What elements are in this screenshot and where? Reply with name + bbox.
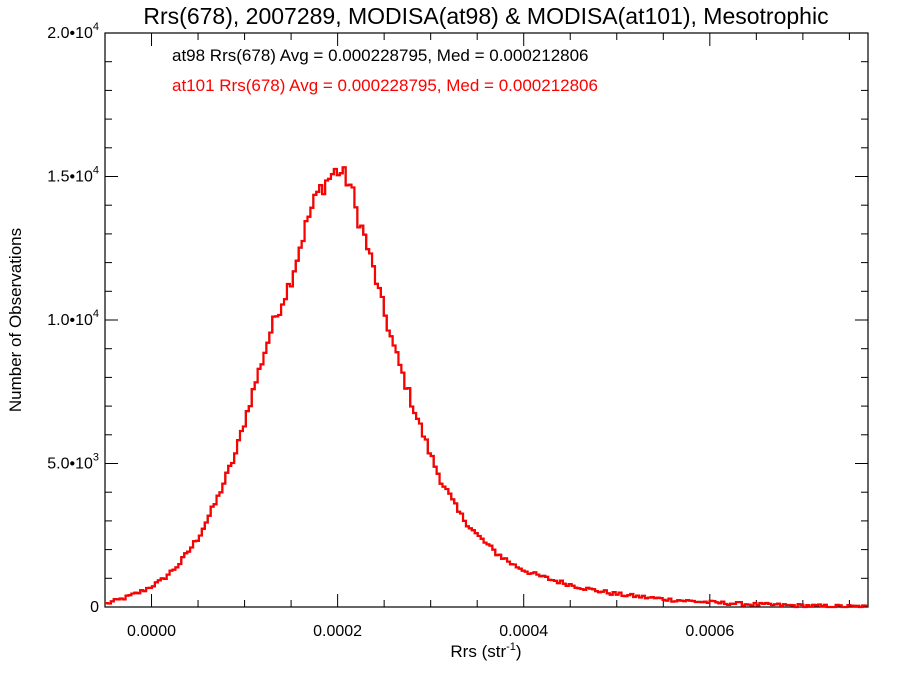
y-tick-mantissa: 2.0•10 [47,25,93,42]
x-tick-label: 0.0006 [685,623,734,640]
x-axis-label: Rrs (str-1) [450,641,521,661]
y-axis-label: Number of Observations [6,228,25,412]
x-tick-label: 0.0000 [127,623,176,640]
y-tick-label: 5.0•103 [47,452,99,473]
y-tick-exponent: 3 [93,452,99,464]
x-tick-label: 0.0002 [313,623,362,640]
series-at98-line [105,166,868,608]
y-tick-label: 0 [90,599,99,616]
y-tick-exponent: 4 [93,308,99,320]
annotation-at98: at98 Rrs(678) Avg = 0.000228795, Med = 0… [172,46,589,65]
y-tick-label: 1.0•104 [47,308,99,329]
y-tick-mantissa: 0 [90,599,99,616]
series-at101-line [105,166,868,609]
x-axis-label-superscript: -1 [506,641,516,653]
y-tick-mantissa: 1.5•10 [47,169,93,186]
y-tick-label: 2.0•104 [47,21,99,42]
x-axis-label-main: Rrs (str [450,642,506,661]
x-tick-label: 0.0004 [499,623,548,640]
y-tick-mantissa: 5.0•10 [47,456,93,473]
y-tick-exponent: 4 [93,165,99,177]
chart-title: Rrs(678), 2007289, MODISA(at98) & MODISA… [143,3,828,29]
plot-frame [104,32,869,608]
x-axis-label-suffix: ) [516,642,522,661]
y-tick-label: 1.5•104 [47,165,99,186]
x-axis-ticks: 0.0000 0.0002 0.0004 0.0006 [104,33,850,640]
annotation-at101: at101 Rrs(678) Avg = 0.000228795, Med = … [172,76,598,95]
y-tick-exponent: 4 [93,21,99,33]
y-tick-mantissa: 1.0•10 [47,312,93,329]
series-layer [105,166,868,609]
